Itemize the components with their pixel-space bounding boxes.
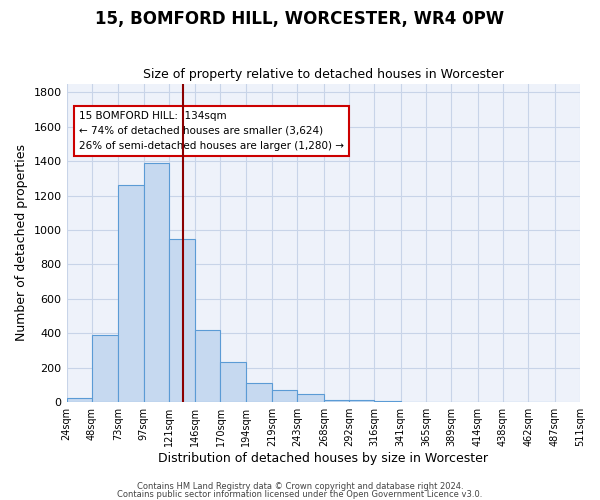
Bar bbox=[324, 400, 349, 402]
Y-axis label: Number of detached properties: Number of detached properties bbox=[15, 144, 28, 342]
Bar bbox=[246, 384, 272, 402]
Bar bbox=[349, 400, 374, 402]
Text: Contains HM Land Registry data © Crown copyright and database right 2024.: Contains HM Land Registry data © Crown c… bbox=[137, 482, 463, 491]
Bar bbox=[67, 398, 92, 402]
Bar bbox=[298, 394, 324, 402]
X-axis label: Distribution of detached houses by size in Worcester: Distribution of detached houses by size … bbox=[158, 452, 488, 465]
Bar bbox=[220, 362, 246, 402]
Bar bbox=[143, 163, 169, 402]
Text: Contains public sector information licensed under the Open Government Licence v3: Contains public sector information licen… bbox=[118, 490, 482, 499]
Bar bbox=[195, 330, 220, 402]
Text: 15 BOMFORD HILL:  134sqm
← 74% of detached houses are smaller (3,624)
26% of sem: 15 BOMFORD HILL: 134sqm ← 74% of detache… bbox=[79, 111, 344, 150]
Bar bbox=[118, 185, 143, 402]
Title: Size of property relative to detached houses in Worcester: Size of property relative to detached ho… bbox=[143, 68, 503, 81]
Bar bbox=[272, 390, 298, 402]
Bar bbox=[169, 238, 195, 402]
Bar bbox=[92, 335, 118, 402]
Text: 15, BOMFORD HILL, WORCESTER, WR4 0PW: 15, BOMFORD HILL, WORCESTER, WR4 0PW bbox=[95, 10, 505, 28]
